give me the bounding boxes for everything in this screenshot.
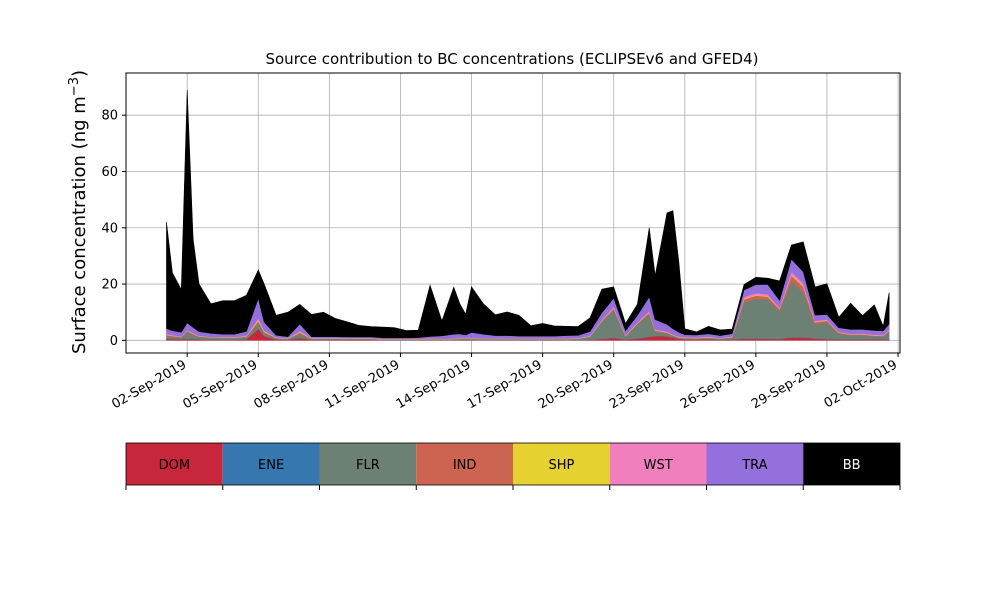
x-tick-label: 08-Sep-2019	[252, 357, 332, 412]
x-tick-label: 11-Sep-2019	[323, 357, 403, 412]
legend-label-ind: IND	[453, 458, 477, 473]
x-tick-label: 02-Oct-2019	[822, 357, 900, 411]
y-tick-label: 20	[101, 278, 118, 293]
legend-swatch-ene	[222, 443, 320, 485]
x-tick-label: 23-Sep-2019	[607, 357, 687, 412]
legend-swatch-tra	[706, 443, 804, 485]
plot-frame	[125, 72, 901, 354]
y-axis-label-text: Surface concentration (ng m	[69, 96, 90, 354]
legend-swatch-dom	[126, 443, 223, 485]
legend-label-bb: BB	[843, 458, 861, 473]
legend-label-tra: TRA	[741, 458, 767, 473]
chart-title: Source contribution to BC concentrations…	[265, 50, 758, 68]
legend-swatch-flr	[319, 443, 417, 485]
y-axis-label: Surface concentration (ng m−3)	[67, 70, 90, 354]
x-tick-label: 17-Sep-2019	[465, 357, 545, 412]
legend-label-ene: ENE	[258, 458, 284, 473]
x-tick-label: 02-Sep-2019	[109, 357, 189, 412]
color-legend: DOM ENE FLR IND SHP WST TRA BB	[125, 442, 901, 490]
x-tick-label: 20-Sep-2019	[536, 357, 616, 412]
legend-swatch-shp	[513, 443, 610, 485]
x-tick-label: 26-Sep-2019	[678, 357, 758, 412]
y-tick-label: 80	[101, 109, 118, 124]
x-tick-label: 14-Sep-2019	[394, 357, 474, 412]
legend-label-wst: WST	[644, 458, 673, 473]
legend-label-shp: SHP	[548, 458, 574, 473]
legend-label-dom: DOM	[159, 458, 190, 473]
legend-label-flr: FLR	[356, 458, 380, 473]
stacked-areas	[166, 89, 890, 341]
area-series-bb	[166, 89, 890, 339]
legend-swatch-bb	[803, 443, 900, 485]
y-axis-label-superscript: −3	[67, 77, 82, 96]
y-tick-label: 40	[101, 221, 118, 236]
legend-swatch-wst	[609, 443, 707, 485]
x-axis: 02-Sep-201905-Sep-201908-Sep-201911-Sep-…	[109, 353, 900, 412]
y-tick-label: 0	[110, 334, 118, 349]
y-axis-label-close: )	[69, 70, 90, 77]
x-tick-label: 05-Sep-2019	[180, 357, 260, 412]
legend-swatch-ind	[416, 443, 513, 485]
y-axis: 0 20 40 60 80	[101, 109, 126, 349]
x-tick-label: 29-Sep-2019	[749, 357, 829, 412]
y-tick-label: 60	[101, 165, 118, 180]
